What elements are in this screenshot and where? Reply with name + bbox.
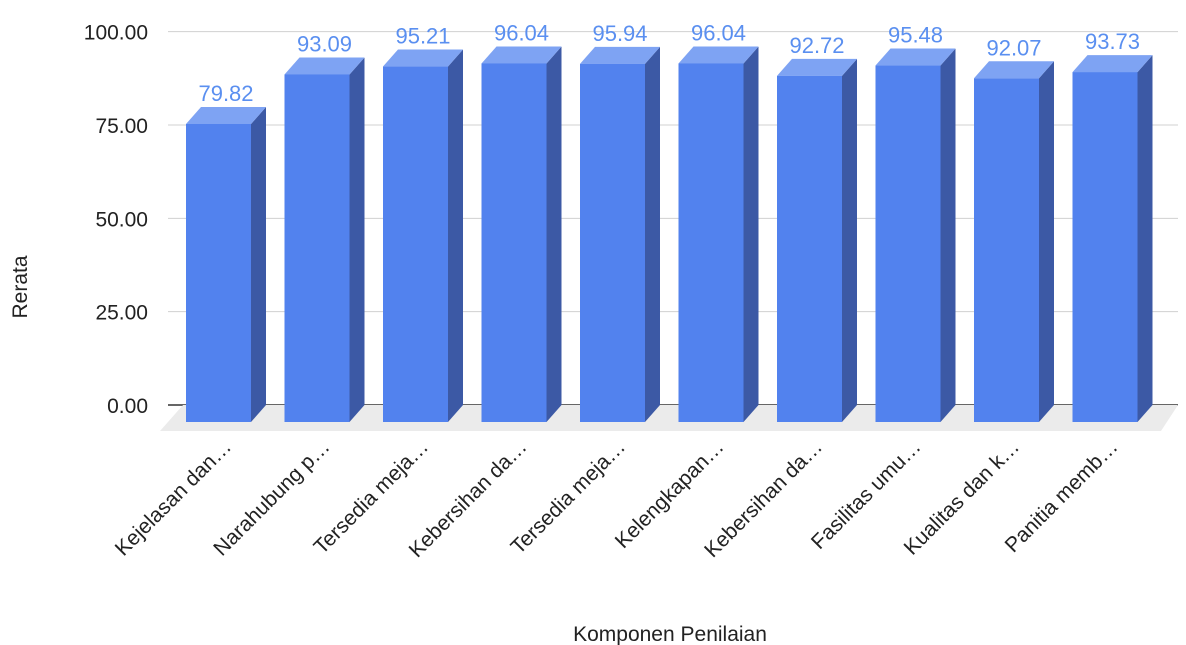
bar-side-face — [349, 57, 365, 423]
bar — [284, 57, 365, 423]
bar-front-face — [875, 65, 941, 423]
bar-top-face — [186, 107, 266, 125]
bar-front-face — [481, 63, 547, 422]
bar-top-face — [383, 49, 463, 67]
bar-top-face — [580, 46, 660, 64]
bar — [186, 107, 266, 422]
bar-front-face — [777, 75, 842, 422]
bar-front-face — [1072, 72, 1138, 422]
bar-front-face — [284, 74, 350, 423]
y-tick-label: 25.00 — [95, 302, 148, 325]
bar — [1072, 55, 1153, 422]
bar-front-face — [580, 63, 645, 422]
bar-side-face — [1039, 61, 1054, 422]
bars — [186, 46, 1153, 423]
bar-side-face — [448, 49, 463, 423]
y-axis-title: Rerata — [9, 255, 32, 318]
data-label: 93.09 — [297, 31, 352, 56]
bar-top-face — [678, 46, 759, 64]
x-tick-labels: Kejelasan dan…Narahubung p…Tersedia meja… — [111, 435, 1123, 562]
y-tick-label: 100.00 — [84, 22, 148, 45]
bar-side-face — [645, 46, 660, 422]
bar — [777, 58, 857, 422]
x-axis-title: Komponen Penilaian — [573, 623, 767, 645]
bar-top-face — [1072, 55, 1153, 73]
y-tick-label: 50.00 — [95, 208, 148, 231]
data-label: 95.21 — [395, 24, 450, 49]
bar-side-face — [743, 46, 759, 422]
bar-top-face — [875, 48, 956, 66]
bar — [481, 46, 562, 422]
bar — [678, 46, 759, 422]
bar-front-face — [974, 78, 1039, 422]
bar — [383, 49, 463, 423]
bar-side-face — [1137, 55, 1153, 422]
bar-top-face — [284, 57, 365, 75]
data-labels: 79.82 93.09 95.21 96.04 95.94 96.04 92.72 95.48… — [198, 20, 1140, 106]
bar-front-face — [186, 124, 251, 422]
bar-top-face — [777, 58, 857, 76]
bar — [875, 48, 956, 423]
data-label: 95.94 — [592, 21, 647, 46]
data-label: 79.82 — [198, 81, 253, 106]
y-tick-label: 75.00 — [95, 115, 148, 138]
y-tick-label: 0.00 — [107, 395, 148, 418]
bar-side-face — [940, 48, 956, 423]
data-label: 96.04 — [691, 20, 746, 45]
data-label: 92.07 — [986, 35, 1041, 60]
bar-side-face — [546, 46, 562, 422]
data-label: 96.04 — [494, 20, 549, 45]
bar-front-face — [383, 66, 448, 423]
data-label: 93.73 — [1085, 29, 1140, 54]
bar-side-face — [842, 58, 857, 422]
data-label: 92.72 — [789, 33, 844, 58]
bar — [580, 46, 660, 422]
bar-side-face — [251, 107, 266, 422]
data-label: 95.48 — [888, 23, 943, 48]
bar-front-face — [678, 63, 744, 422]
bar — [974, 61, 1054, 422]
y-tick-labels: 0.00 25.00 50.00 75.00 100.00 — [84, 22, 148, 418]
bar-top-face — [481, 46, 562, 64]
bar-top-face — [974, 61, 1054, 79]
